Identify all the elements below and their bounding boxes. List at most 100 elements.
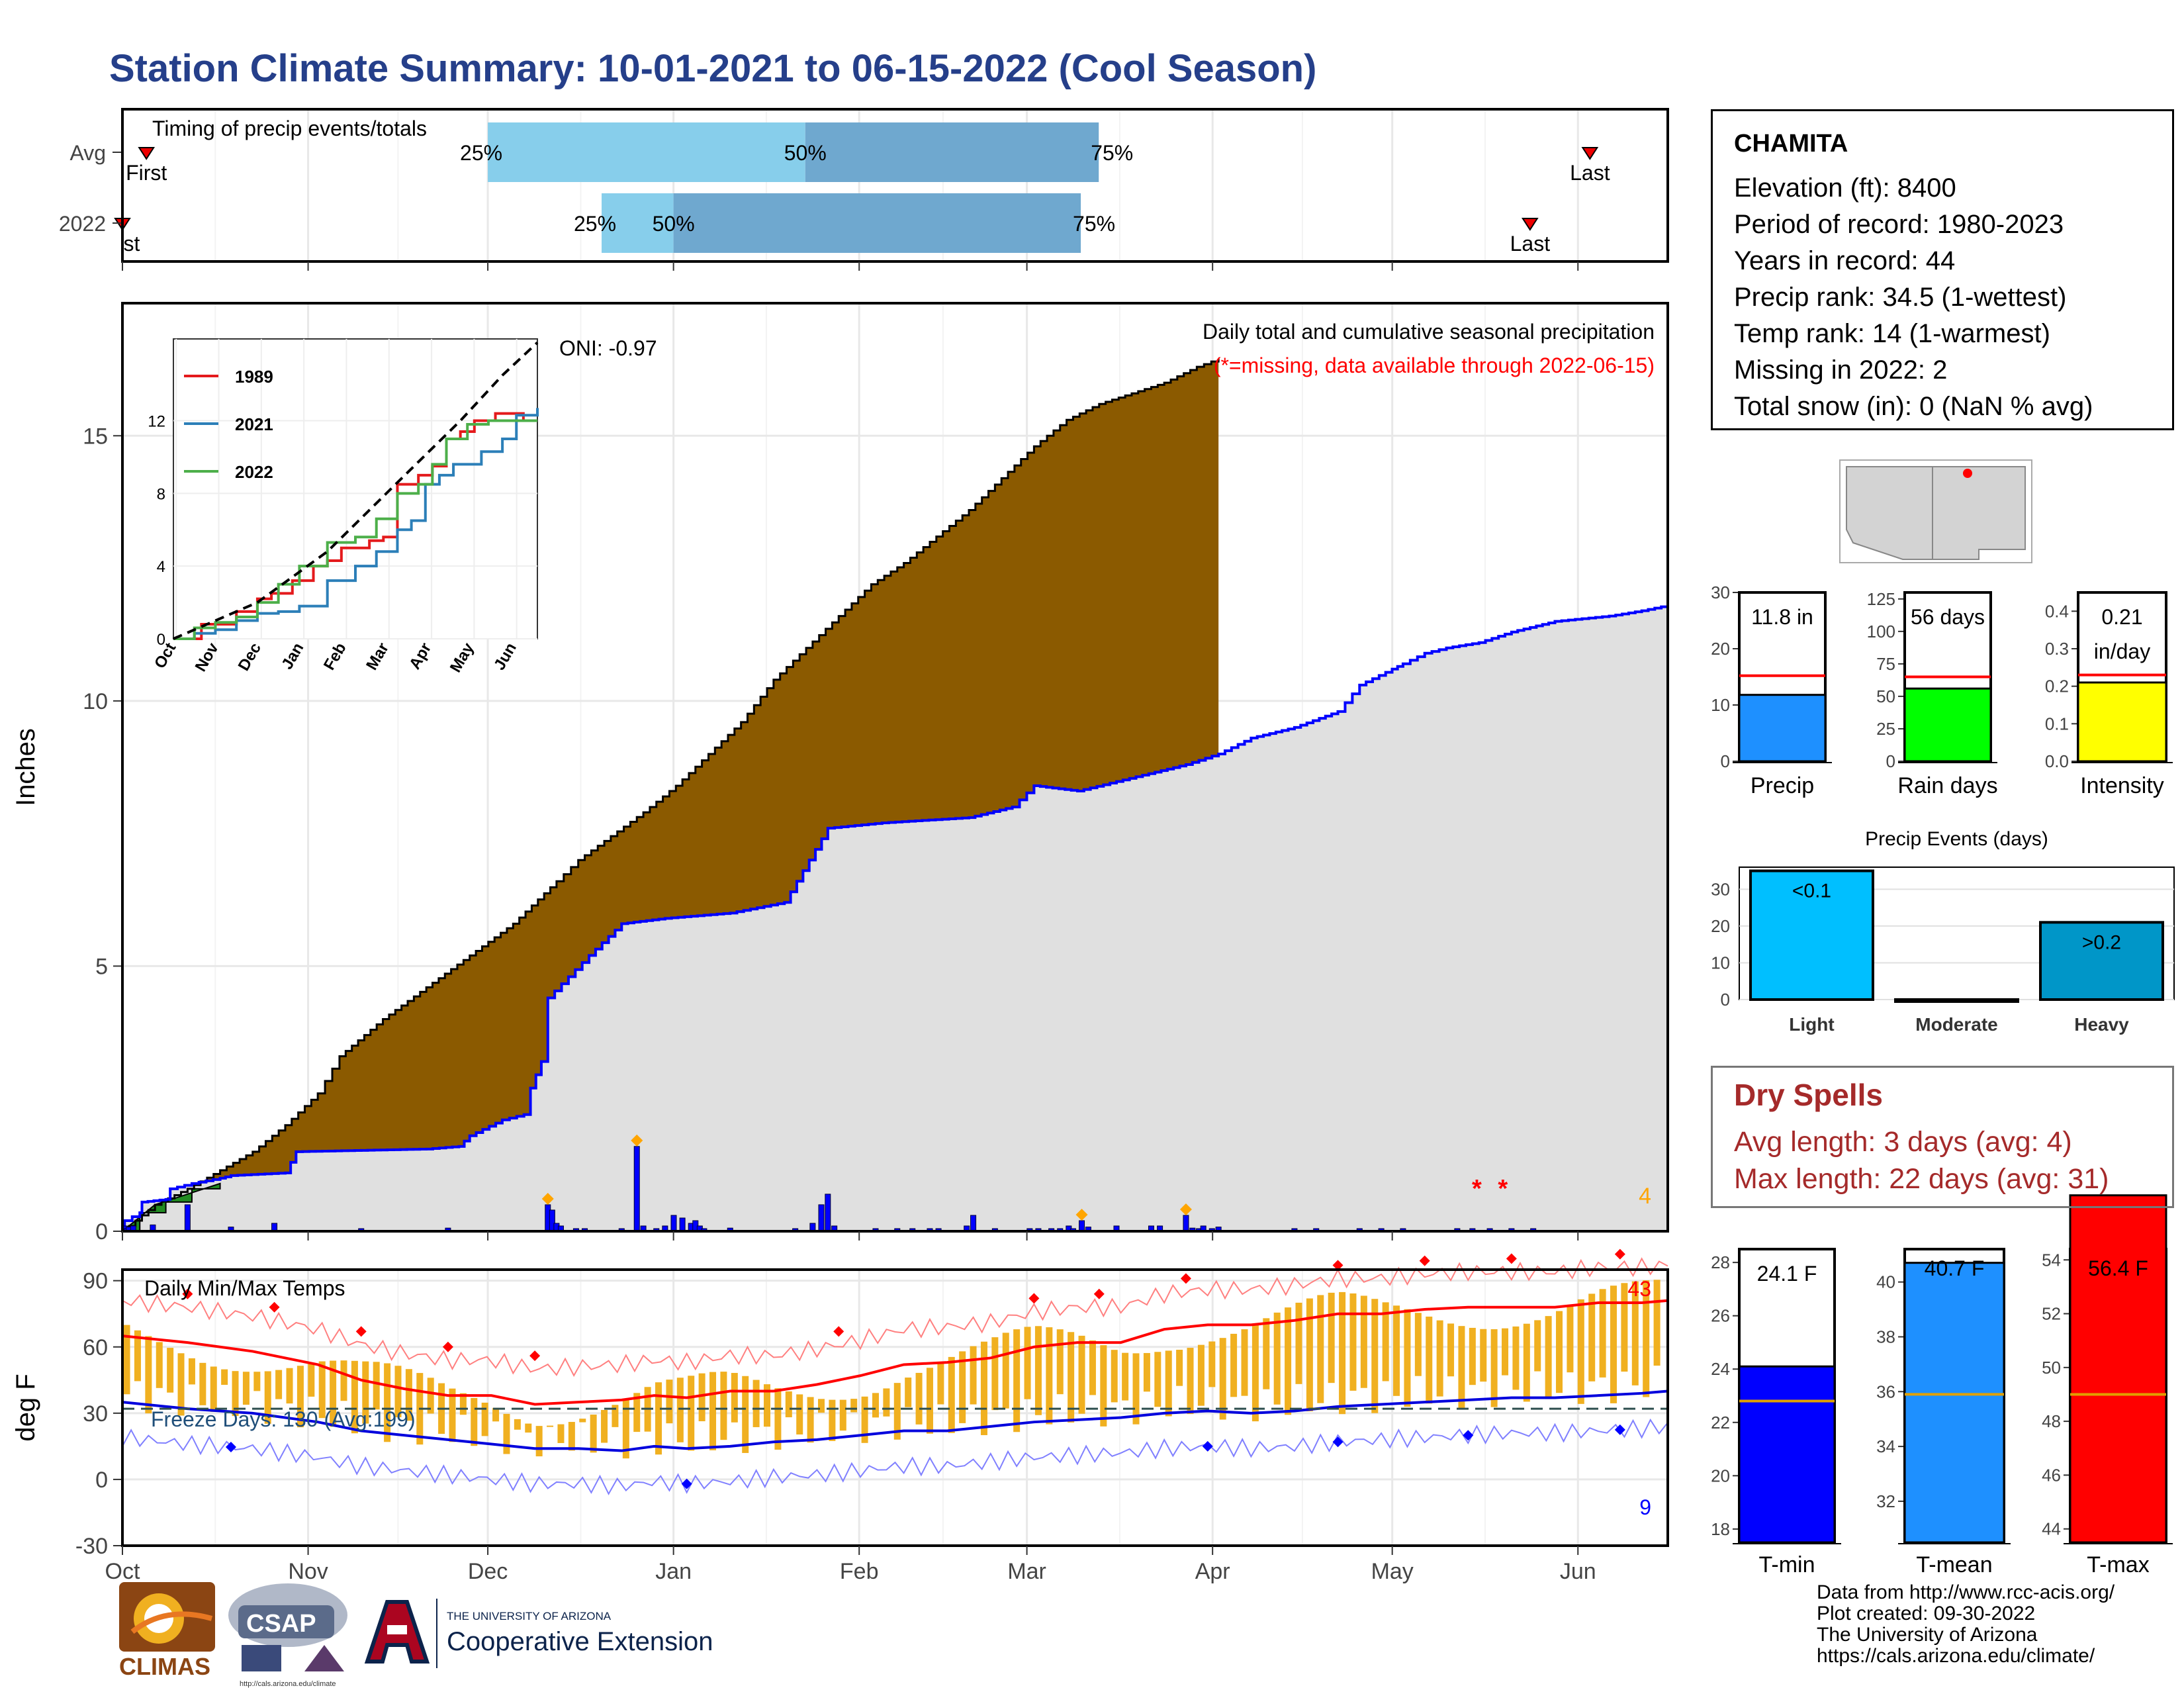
location-map	[1839, 459, 2032, 563]
daily-temp-bar-382	[948, 1356, 955, 1433]
daily-temp-bar-122	[384, 1363, 391, 1442]
daily-temp-bar-637	[1502, 1328, 1509, 1376]
events-ytick-label-0: 0	[1721, 990, 1730, 1009]
tsum-bar-0	[1738, 1365, 1836, 1544]
daily-temp-bar-77	[286, 1368, 293, 1404]
daily-temp-bar-597	[1414, 1313, 1422, 1376]
timing-p75-label-1: 75%	[1073, 212, 1115, 236]
totals-ytick-label-2-4: 0.4	[2045, 601, 2069, 621]
precip-event-marker-2	[1075, 1208, 1088, 1221]
daily-temp-bar-602	[1426, 1316, 1433, 1404]
daily-temp-bar-377	[937, 1362, 944, 1405]
totals-ytick-label-1-1: 25	[1876, 719, 1895, 739]
daily-temp-bar-672	[1577, 1299, 1584, 1404]
precip-annotation-missing: (*=missing, data available through 2022-…	[1214, 353, 1655, 377]
tsum-ytick-label-2-4: 52	[2042, 1304, 2061, 1324]
info-temp-rank: Temp rank: 14 (1-warmest)	[1734, 319, 2050, 348]
daily-temp-bar-327	[829, 1399, 836, 1441]
record-high-marker-4	[529, 1350, 541, 1362]
daily-temp-bar-357	[893, 1383, 901, 1440]
daily-precip-bar-39	[970, 1215, 977, 1232]
temps-panel: -30 0 30 60 90 Daily Min/Max Temps Freeze Days…	[11, 1248, 1669, 1584]
daily-temp-bar-497	[1197, 1344, 1205, 1406]
daily-temp-bar-692	[1621, 1283, 1628, 1372]
daily-temp-bar-347	[872, 1393, 879, 1418]
timing-bar-q2-1	[673, 193, 1081, 253]
record-high-marker-2	[355, 1326, 367, 1337]
daily-temp-bar-432	[1056, 1329, 1064, 1395]
daily-temp-bar-417	[1024, 1327, 1031, 1399]
daily-temp-bar-362	[905, 1378, 912, 1407]
timing-last-label-0: Last	[1570, 161, 1610, 185]
timing-p25-label-1: 25%	[574, 212, 616, 236]
temps-count-low: 9	[1639, 1495, 1651, 1519]
daily-temp-bar-217	[590, 1415, 597, 1453]
events-bar-light	[1749, 869, 1874, 1001]
info-years: Years in record: 44	[1734, 246, 1956, 275]
temps-frame	[121, 1268, 1669, 1547]
daily-precip-bar-21	[670, 1215, 677, 1232]
daily-temp-bar-547	[1306, 1298, 1313, 1412]
tsum-bar-1	[1903, 1262, 2005, 1544]
ua-small-text: THE UNIVERSITY OF ARIZONA	[447, 1610, 612, 1622]
totals-panel: 0 10 20 30 11.8 in Precip 0 25 50 75 100 125 56 days…	[1711, 583, 2173, 798]
climas-text: CLIMAS	[119, 1653, 210, 1680]
tsum-ytick-label-2-0: 44	[2042, 1519, 2061, 1539]
temps-ytick-label-1: 0	[95, 1468, 108, 1493]
daily-temp-bar-652	[1534, 1320, 1541, 1372]
daily-temp-bar-412	[1013, 1329, 1021, 1432]
daily-temp-bar-667	[1567, 1305, 1574, 1373]
daily-temp-bar-212	[579, 1419, 586, 1423]
inset-series-line-2022	[173, 419, 537, 640]
daily-temp-bar-337	[850, 1399, 858, 1413]
daily-temp-bar-387	[959, 1351, 966, 1423]
daily-temp-bar-57	[242, 1372, 250, 1405]
temps-high-envelope	[122, 1257, 1668, 1378]
daily-temp-bar-277	[720, 1372, 727, 1440]
credit-university: The University of Arizona	[1817, 1624, 2038, 1646]
record-low-marker-5	[1614, 1424, 1625, 1435]
daily-temp-bar-367	[915, 1372, 923, 1425]
totals-ytick-label-2-2: 0.2	[2045, 677, 2069, 696]
record-high-marker-7	[1093, 1288, 1105, 1299]
totals-ytick-label-1-3: 75	[1876, 654, 1895, 674]
inset-ytick-label-2: 8	[157, 485, 165, 503]
events-title: Precip Events (days)	[1865, 828, 2048, 850]
temps-ytick-label-0: -30	[75, 1534, 108, 1559]
record-high-marker-0	[182, 1288, 193, 1299]
daily-temp-bar-622	[1469, 1327, 1476, 1385]
precip-ytick-label-0: 0	[95, 1219, 108, 1244]
tsum-value-label-0: 24.1 F	[1757, 1262, 1817, 1286]
info-elevation: Elevation (ft): 8400	[1734, 173, 1956, 203]
totals-bar-2	[2077, 681, 2167, 763]
daily-temp-bar-272	[709, 1372, 717, 1450]
daily-temp-bar-577	[1371, 1299, 1379, 1413]
daily-temp-bar-72	[275, 1370, 283, 1399]
credit-data-source: Data from http://www.rcc-acis.org/	[1817, 1581, 2115, 1603]
cumulative-avg-line	[122, 359, 1220, 1233]
csap-url: http://cals.arizona.edu/climate	[240, 1680, 336, 1688]
daily-temp-bar-682	[1599, 1289, 1606, 1378]
events-bar-heavy	[2039, 921, 2164, 1002]
timing-first-marker-0	[138, 147, 156, 160]
daily-temp-bar-157	[459, 1393, 467, 1415]
daily-temp-bar-47	[221, 1369, 228, 1385]
daily-temp-bar-177	[503, 1413, 510, 1454]
info-precip-rank: Precip rank: 34.5 (1-wettest)	[1734, 283, 2067, 312]
daily-temp-bar-12	[145, 1336, 152, 1414]
daily-temp-bar-687	[1610, 1286, 1617, 1403]
record-high-marker-6	[1028, 1293, 1040, 1304]
daily-temp-bar-2	[123, 1325, 130, 1395]
temps-ylabel: deg F	[11, 1374, 40, 1441]
daily-temp-bar-172	[492, 1407, 500, 1422]
record-low-marker-0	[225, 1441, 236, 1452]
tsum-category-label-0: T-min	[1759, 1552, 1815, 1577]
record-high-marker-1	[269, 1301, 280, 1313]
temps-xtick-label-5: Mar	[1007, 1559, 1046, 1584]
totals-value-label-2: 0.21	[2101, 605, 2142, 629]
dry-spells-box: Dry Spells Avg length: 3 days (avg: 4) M…	[1711, 1066, 2174, 1208]
events-bar-label-0: <0.1	[1792, 880, 1831, 902]
precip-frame	[121, 302, 1669, 1233]
avg-max-temp-line	[122, 1299, 1668, 1406]
record-high-marker-11	[1506, 1253, 1517, 1264]
